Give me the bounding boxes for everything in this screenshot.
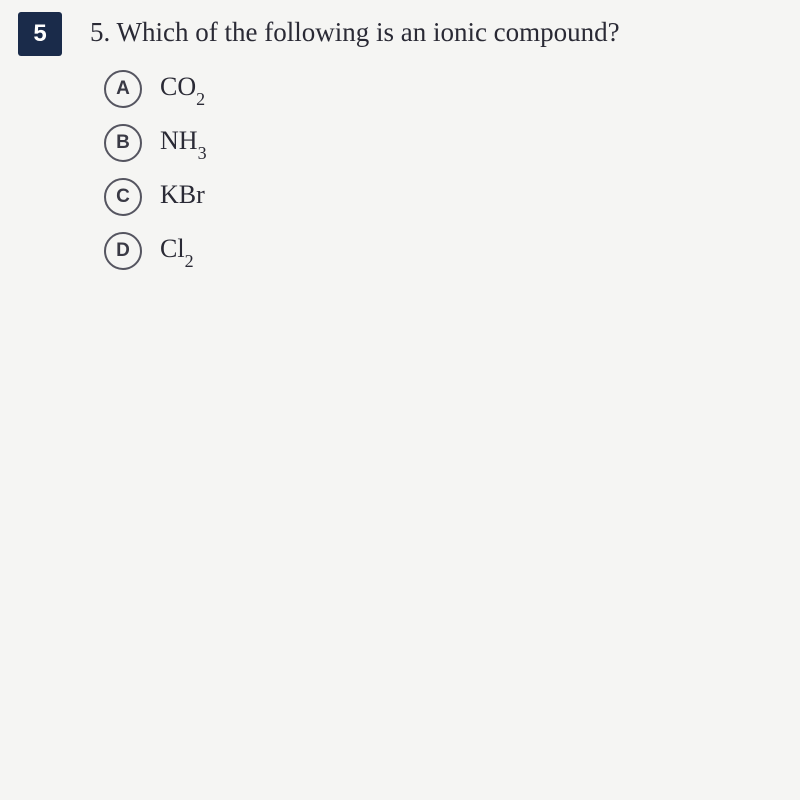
choice-text-c: KBr (160, 180, 205, 214)
question-container: 5. Which of the following is an ionic co… (90, 14, 780, 286)
choice-text-a: CO2 (160, 72, 205, 106)
choice-letter-d: D (104, 232, 142, 270)
choice-d[interactable]: D Cl2 (104, 232, 780, 270)
choice-b[interactable]: B NH3 (104, 124, 780, 162)
choices-list: A CO2 B NH3 C KBr D (90, 70, 780, 270)
choice-c[interactable]: C KBr (104, 178, 780, 216)
choice-text-d: Cl2 (160, 234, 194, 268)
choice-letter-b: B (104, 124, 142, 162)
badge-number: 5 (33, 20, 46, 48)
choice-letter-c: C (104, 178, 142, 216)
question-text: 5. Which of the following is an ionic co… (90, 14, 780, 52)
question-number-prefix: 5. (90, 17, 110, 47)
question-number-badge: 5 (18, 12, 62, 56)
choice-letter-a: A (104, 70, 142, 108)
question-prompt: Which of the following is an ionic compo… (117, 17, 620, 47)
choice-text-b: NH3 (160, 126, 207, 160)
choice-a[interactable]: A CO2 (104, 70, 780, 108)
